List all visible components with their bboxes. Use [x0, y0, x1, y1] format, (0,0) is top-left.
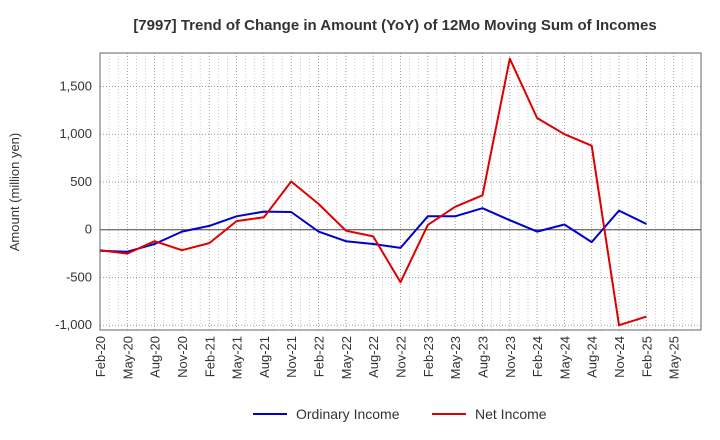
x-tick-label: May-22 — [339, 336, 354, 379]
x-tick-label: Aug-24 — [585, 336, 600, 378]
x-tick-label: May-21 — [230, 336, 245, 379]
y-tick-labels: -1,000 -500 0 500 1,000 1,500 — [55, 78, 92, 332]
x-tick-label: Feb-23 — [421, 336, 436, 377]
x-tick-label: Nov-20 — [175, 336, 190, 378]
series-line-ordinary-income — [99, 207, 647, 253]
x-tick-label: Aug-21 — [257, 336, 272, 378]
series-lines — [99, 57, 647, 327]
y-tick-label: -1,000 — [55, 317, 92, 332]
y-tick-label: 500 — [70, 174, 92, 189]
x-tick-label: Nov-22 — [394, 336, 409, 378]
x-tick-label: Nov-21 — [284, 336, 299, 378]
x-tick-label: Aug-20 — [148, 336, 163, 378]
grid — [100, 53, 701, 330]
y-tick-label: 1,500 — [59, 78, 92, 93]
y-tick-label: 1,000 — [59, 126, 92, 141]
plot-frame — [99, 52, 702, 331]
y-tick-label: 0 — [85, 222, 92, 237]
chart-title: [7997] Trend of Change in Amount (YoY) o… — [133, 17, 656, 34]
x-tick-label: May-25 — [667, 336, 682, 379]
x-tick-label: May-23 — [448, 336, 463, 379]
x-tick-label: May-20 — [120, 336, 135, 379]
legend-label: Net Income — [475, 406, 547, 422]
legend: Ordinary Income Net Income — [253, 406, 547, 422]
x-tick-label: Feb-24 — [530, 336, 545, 377]
x-tick-label: Feb-22 — [312, 336, 327, 377]
y-tick-label: -500 — [66, 269, 92, 284]
x-tick-label: Aug-23 — [475, 336, 490, 378]
x-tick-label: Feb-20 — [93, 336, 108, 377]
x-tick-label: Feb-25 — [639, 336, 654, 377]
x-tick-label: Nov-24 — [612, 336, 627, 378]
x-tick-label: Aug-22 — [366, 336, 381, 378]
x-tick-label: Nov-23 — [503, 336, 518, 378]
legend-label: Ordinary Income — [296, 406, 400, 422]
series-line-net-income — [99, 57, 647, 327]
x-tick-label: Feb-21 — [202, 336, 217, 377]
y-axis-label: Amount (million yen) — [7, 133, 22, 252]
x-tick-label: May-24 — [557, 336, 572, 379]
x-tick-labels: Feb-20 May-20 Aug-20 Nov-20 Feb-21 May-21 Aug-… — [93, 336, 682, 379]
